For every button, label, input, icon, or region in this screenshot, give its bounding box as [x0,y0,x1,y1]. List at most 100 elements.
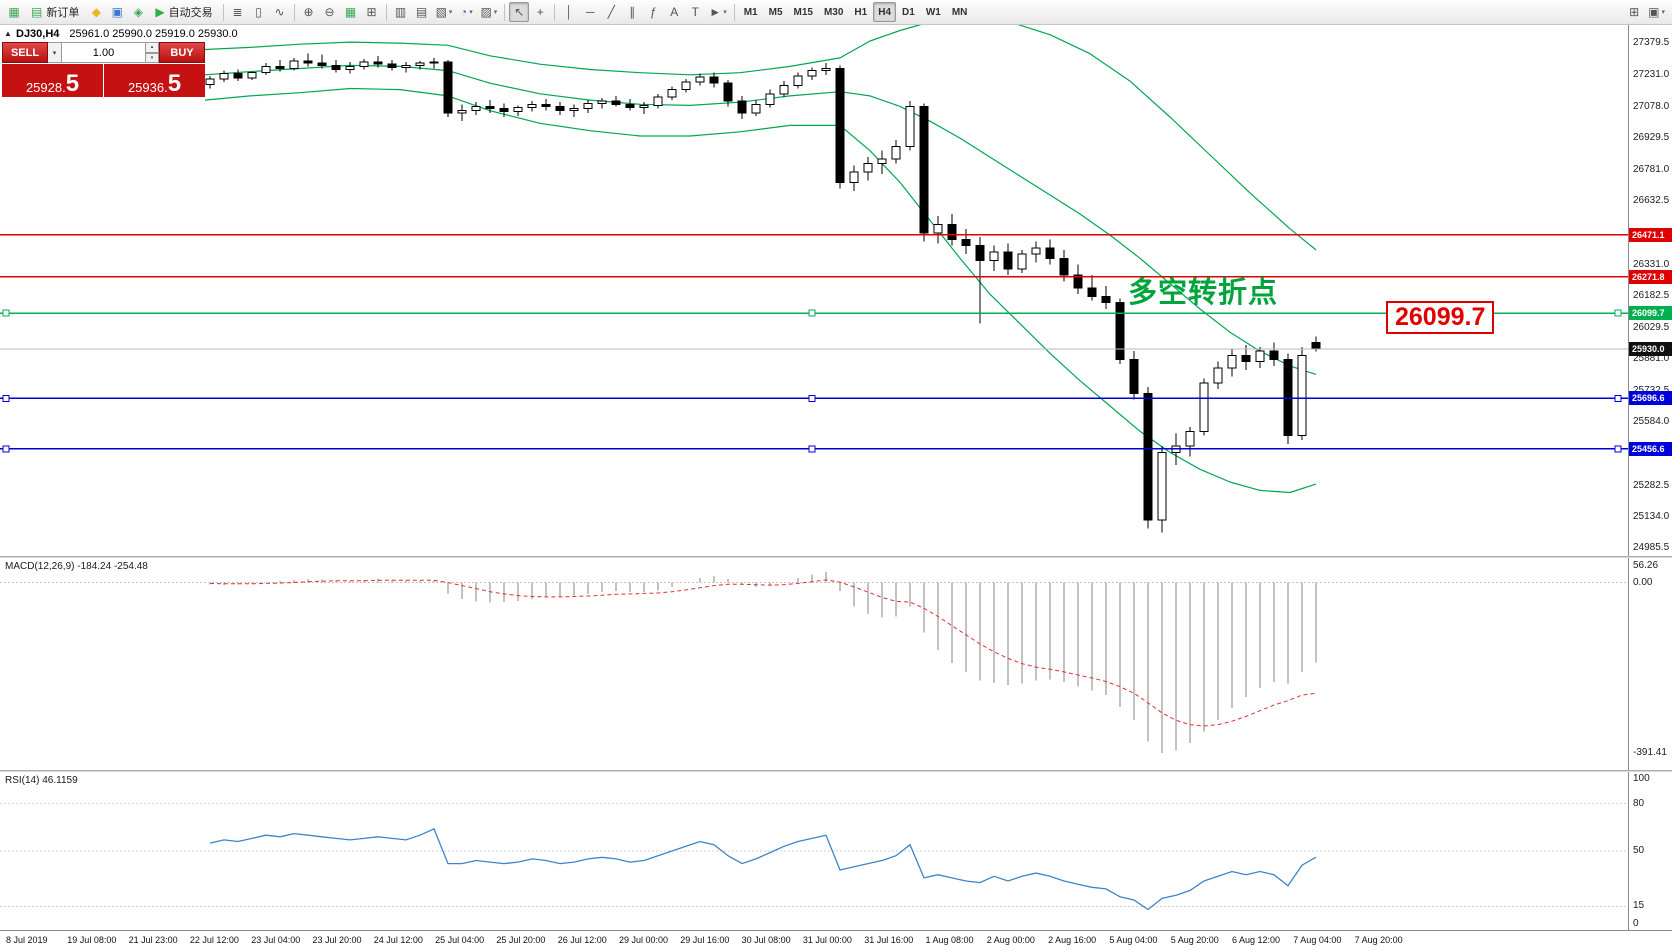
axis-label: 26632.5 [1633,194,1670,206]
line-handle[interactable] [1614,394,1622,402]
sell-price[interactable]: 25928. 5 [2,64,103,97]
templates-icon[interactable]: ▨ ▾ [480,5,498,19]
price-callout[interactable]: 26099.7 [1386,301,1495,334]
one-click-collapse-icon[interactable]: ▲ [4,29,12,38]
volume-dropdown-icon[interactable]: ▾ [48,42,62,63]
volume-down-button[interactable]: ▾ [146,52,159,63]
zoom-in-icon[interactable]: ⊕ [303,5,314,19]
timeframe-d1-button[interactable]: D1 [897,2,920,22]
candlestick-chart-icon[interactable]: ▯ [255,5,262,19]
horizontal-line-25696.6[interactable] [0,394,1628,402]
arrange-windows-icon[interactable]: ▤ [415,5,428,19]
buy-button[interactable]: BUY [159,42,205,63]
bull-candle [569,108,579,112]
line-handle[interactable] [2,445,10,453]
windows-list-icon[interactable]: ▣ ▾ [1648,5,1665,19]
timeframe-h4-button[interactable]: H4 [873,2,897,22]
timeframe-w1-button[interactable]: W1 [921,2,946,22]
time-label: 2 Aug 00:00 [986,935,1035,945]
chart-title: DJ30,H4 25961.0 25990.0 25919.0 25930.0 [16,28,238,40]
new-window-icon[interactable]: ⊞ [1629,5,1640,19]
metaeditor-icon[interactable]: ◆ [91,5,101,19]
horizontal-line-25456.6[interactable] [0,445,1628,453]
label: D1 [902,6,915,18]
bull-candle [877,158,887,164]
autotrading-button[interactable]: ▶ 自动交易 [149,2,218,22]
line-handle[interactable] [1614,445,1622,453]
bull-candle [779,84,789,95]
horizontal-line-26099.7[interactable] [0,309,1628,317]
sell-button[interactable]: SELL [2,42,48,63]
timeframe-m30-button[interactable]: M30 [819,2,848,22]
line-handle[interactable] [2,394,10,402]
cursor-tool-icon[interactable]: ↖ [509,2,530,22]
macd-splitter[interactable] [0,556,1672,558]
text-tool-icon[interactable]: A [670,5,679,19]
macd-signal-line [209,579,1317,727]
tile-windows-icon[interactable]: ▦ [344,5,357,19]
bull-candle [219,73,229,80]
zoom-out-icon[interactable]: ⊖ [324,5,335,19]
volume-input[interactable] [62,42,146,63]
fibonacci-tool-icon[interactable]: ƒ [649,5,657,19]
timeframe-m15-button[interactable]: M15 [789,2,818,22]
trendline-tool-icon[interactable]: ╱ [607,5,615,19]
macd-label: MACD(12,26,9) -184.24 -254.48 [5,561,148,572]
bull-candle [513,107,523,113]
time-axis[interactable]: 8 Jul 2019 19 Jul 08:00 21 Jul 23:00 22 Jul… [0,930,1672,951]
axis-label: 26331.0 [1633,258,1670,270]
periods-icon[interactable]: ◔ ▾ [460,5,473,19]
price-chart-svg [0,25,1628,533]
bear-candle [723,82,733,102]
label-tool-icon[interactable]: T [691,5,699,19]
grid-icon[interactable]: ⊞ [366,5,377,19]
market-watch-icon[interactable]: ▣ [111,5,124,19]
axis-label: 56.26 [1633,560,1659,571]
buy-price[interactable]: 25936. 5 [104,64,205,97]
rsi-line [209,828,1317,911]
line-handle[interactable] [808,394,816,402]
dropdown-icon: ▾ [723,9,727,16]
timeframe-m5-button[interactable]: M5 [764,2,788,22]
line-handle[interactable] [2,309,10,317]
line-handle[interactable] [808,445,816,453]
line-handle[interactable] [1614,309,1622,317]
bar-chart-icon[interactable]: ≣ [232,5,243,19]
data-window-icon[interactable]: ◈ [133,5,143,19]
arrows-tool-icon[interactable]: ► ▾ [709,5,727,19]
bull-candle [1297,354,1307,436]
channel-tool-icon[interactable]: ∥ [629,5,636,19]
new-order-button[interactable]: ▤ 新订单 [25,2,85,22]
volume-up-button[interactable]: ▴ [146,42,159,53]
toolbar: ▦ ▤ 新订单 ◆ ▣ ◈ ▶ 自动交易 ≣ ▯ ∿ ⊕ ⊖ ▦ ⊞ ▥ ▤ ▧ ▾ ◔ ▾ ▨ ▾ ↖ + │ ─ ╱ ∥ ƒ A T ► ▾ M… [0,0,1672,25]
chart-window-icon[interactable]: ▦ [8,5,20,19]
price-chart-panel[interactable]: ▲ DJ30,H4 25961.0 25990.0 25919.0 25930.… [0,25,1628,556]
bollinger-middle-band [204,64,1317,375]
bollinger-upper-band [204,25,1317,251]
line-chart-icon[interactable]: ∿ [274,5,285,19]
chart-shift-icon[interactable]: ▧ ▾ [435,5,453,19]
cascade-windows-icon[interactable]: ▥ [394,5,407,19]
crosshair-tool-icon[interactable]: + [536,5,544,19]
macd-svg [0,572,1628,753]
annotation-text[interactable]: 多空转折点 [1128,277,1279,309]
toolbar-separator [293,3,295,21]
time-label: 25 Jul 04:00 [435,935,485,945]
horizontal-line-tool-icon[interactable]: ─ [586,5,595,19]
timeframe-m1-button[interactable]: M1 [739,2,763,22]
rsi-splitter[interactable] [0,770,1672,772]
vertical-line-tool-icon[interactable]: │ [565,5,574,19]
price-axis[interactable]: 27379.5 27231.0 27078.0 26929.5 26781.0 26632… [1628,25,1672,930]
line-handle[interactable] [808,309,816,317]
bear-candle [331,64,341,70]
autotrading-play-icon: ▶ [155,5,165,19]
macd-panel[interactable]: MACD(12,26,9) -184.24 -254.48 [0,558,1628,770]
bear-candle [1045,247,1055,259]
time-label: 29 Jul 16:00 [680,935,730,945]
axis-label: 100 [1633,773,1650,784]
rsi-panel[interactable]: RSI(14) 46.1159 [0,772,1628,930]
label: M30 [823,6,844,18]
timeframe-mn-button[interactable]: MN [947,2,973,22]
time-label: 7 Aug 20:00 [1354,935,1403,945]
timeframe-h1-button[interactable]: H1 [849,2,872,22]
